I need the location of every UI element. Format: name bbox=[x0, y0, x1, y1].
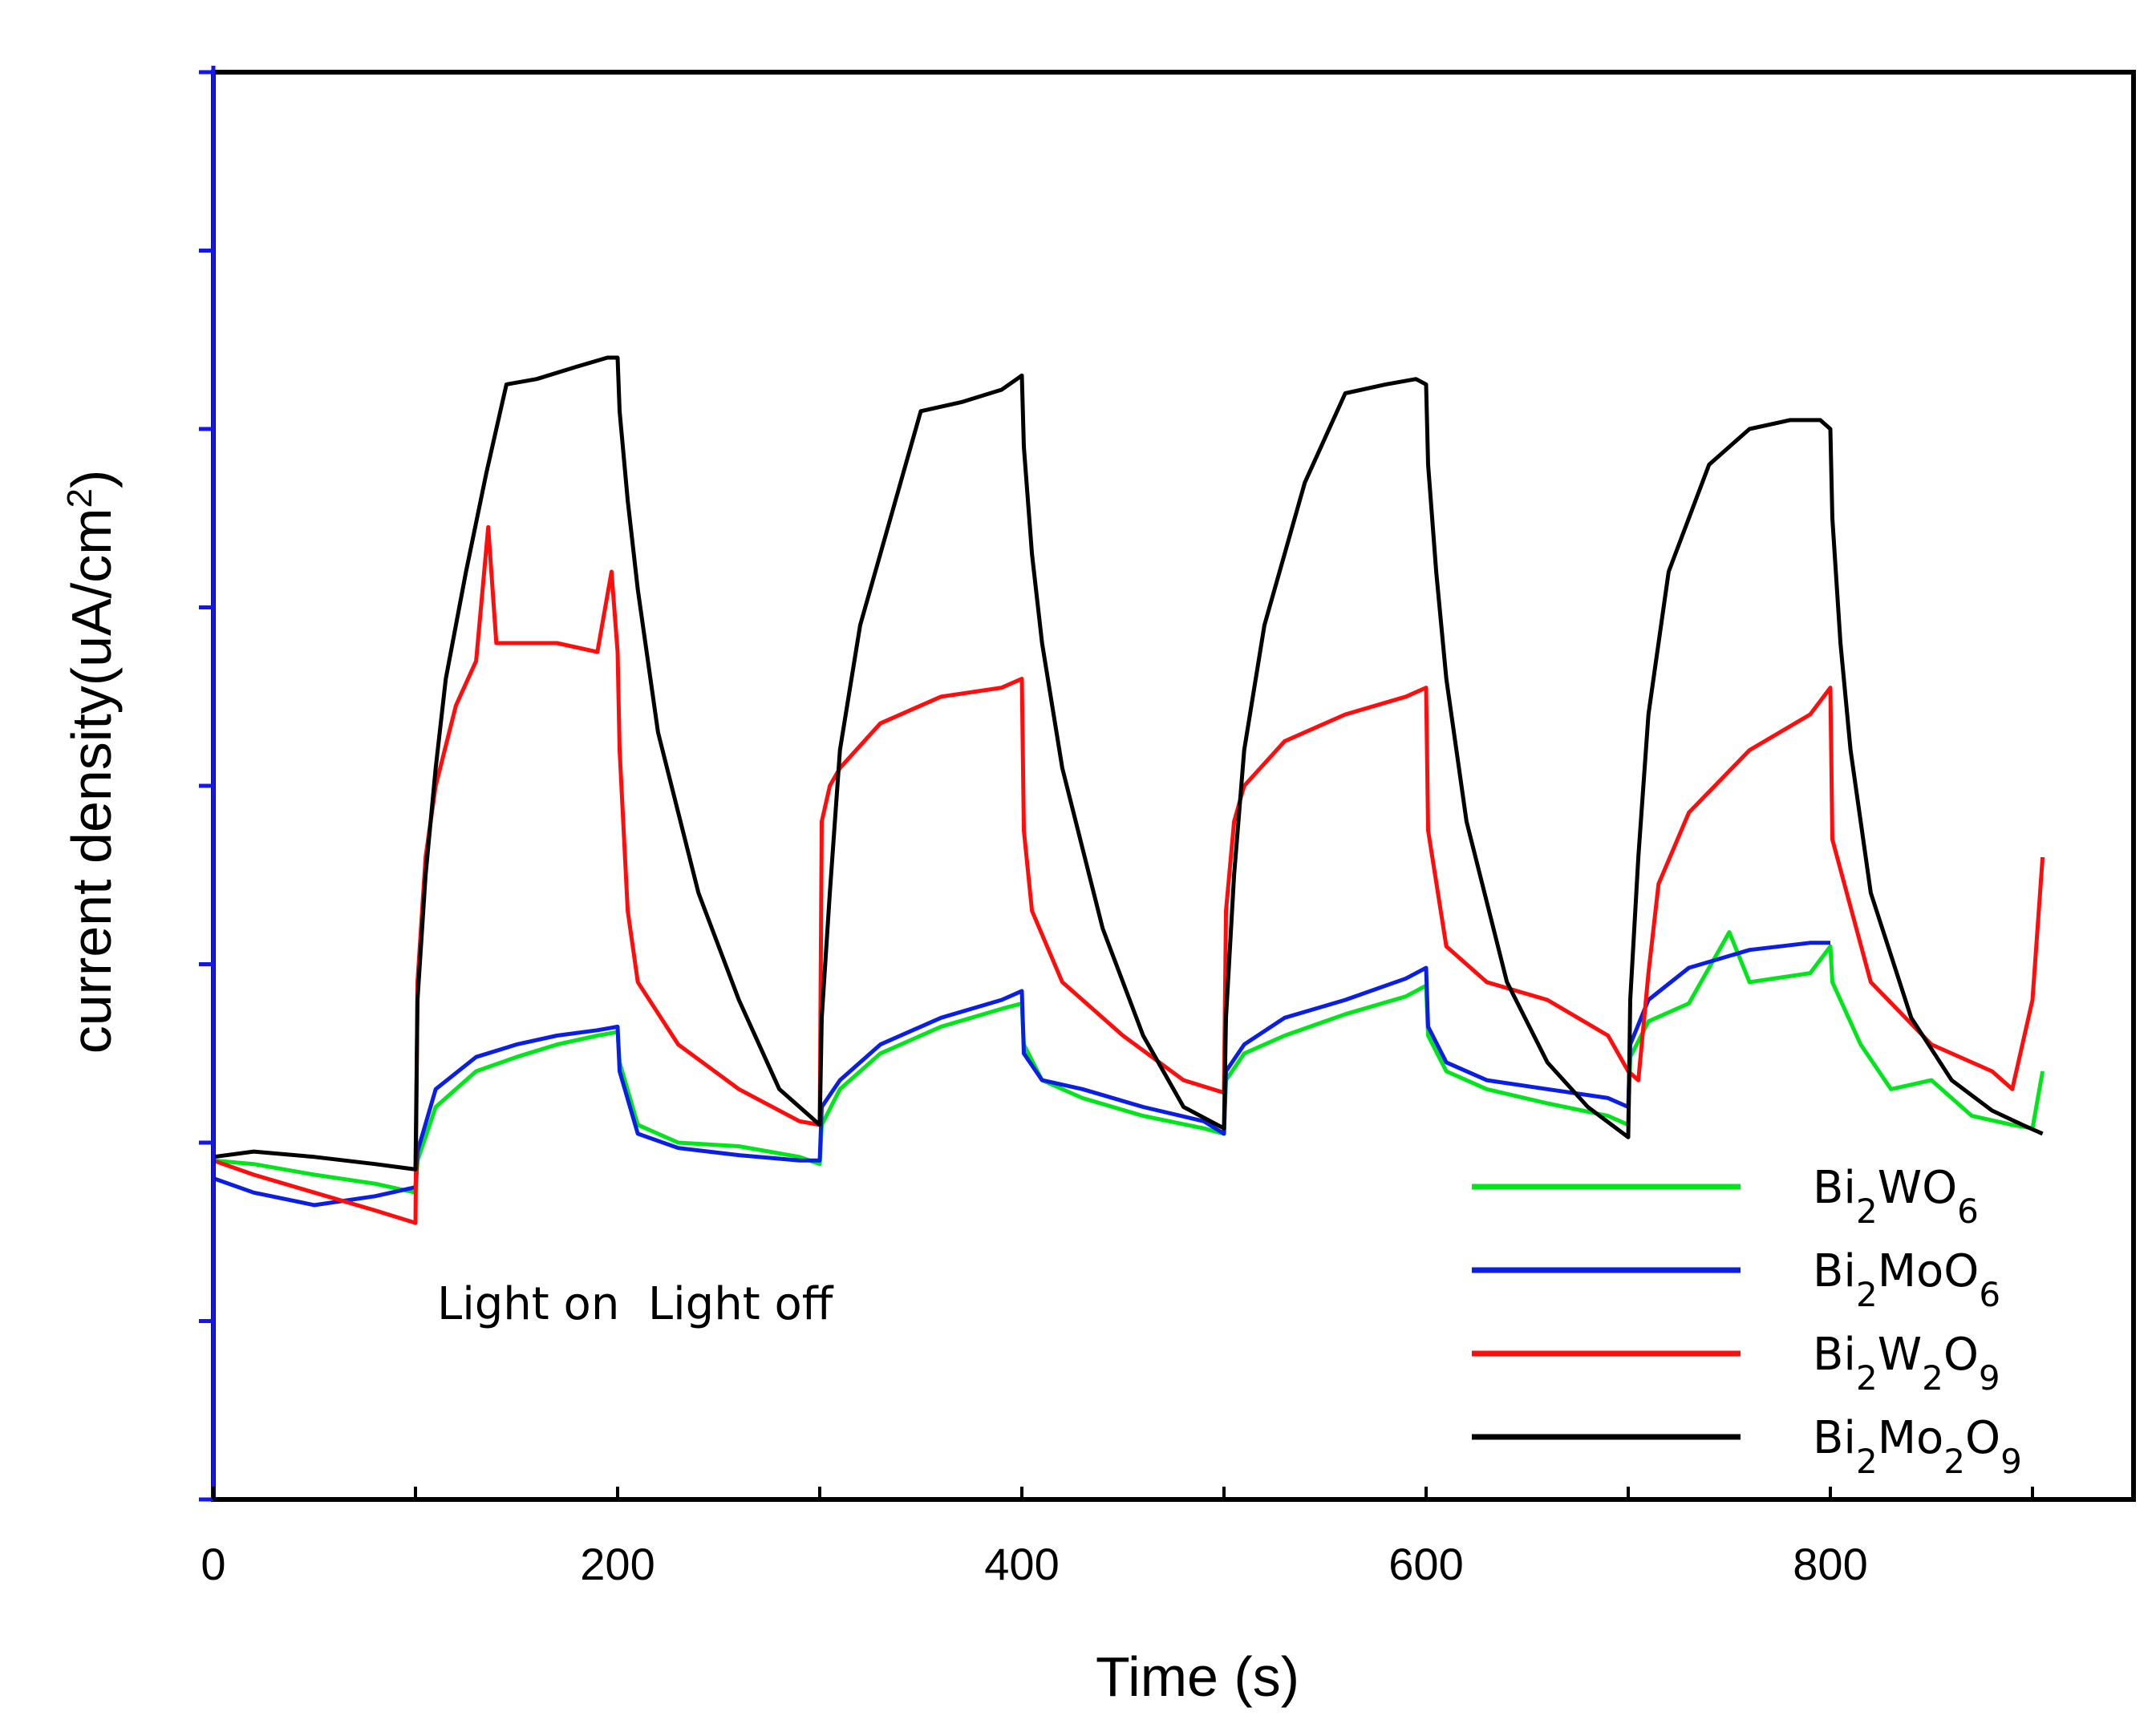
x-tick-label: 800 bbox=[1793, 1539, 1867, 1589]
y-ticks bbox=[199, 70, 213, 1502]
y-axis-title-main: current density(uA/cm bbox=[60, 508, 123, 1054]
x-tick-label: 600 bbox=[1388, 1539, 1463, 1589]
series-line-Bi2MoO6 bbox=[213, 941, 1830, 1208]
x-ticks: 0 200 400 600 800 bbox=[201, 1487, 2034, 1589]
series-line-Bi2W2O9 bbox=[213, 524, 2045, 1225]
series-line-Bi2Mo2O9 bbox=[213, 355, 2044, 1172]
x-axis-title: Time (s) bbox=[1096, 1645, 1299, 1708]
legend-label-Bi2MoO6: Bi2MoO6 bbox=[1813, 1245, 2000, 1314]
series-layer bbox=[213, 355, 2045, 1225]
legend-label-Bi2W2O9: Bi2W2O9 bbox=[1813, 1329, 2000, 1398]
y-axis-title: current density(uA/cm2) bbox=[60, 470, 124, 1054]
y-axis-title-sup: 2 bbox=[60, 488, 99, 508]
y-axis-title-close: ) bbox=[60, 470, 123, 488]
legend: Bi2WO6 Bi2MoO6 Bi2W2O9 Bi2Mo2O9 bbox=[1472, 1162, 2022, 1481]
legend-label-Bi2WO6: Bi2WO6 bbox=[1813, 1162, 1979, 1231]
series-line-Bi2WO6 bbox=[213, 930, 2045, 1195]
light-annotation: Light on Light off bbox=[437, 1278, 834, 1330]
x-tick-label: 400 bbox=[984, 1539, 1059, 1589]
x-tick-label: 200 bbox=[580, 1539, 654, 1589]
legend-label-Bi2Mo2O9: Bi2Mo2O9 bbox=[1813, 1412, 2022, 1481]
x-tick-label: 0 bbox=[201, 1539, 225, 1589]
